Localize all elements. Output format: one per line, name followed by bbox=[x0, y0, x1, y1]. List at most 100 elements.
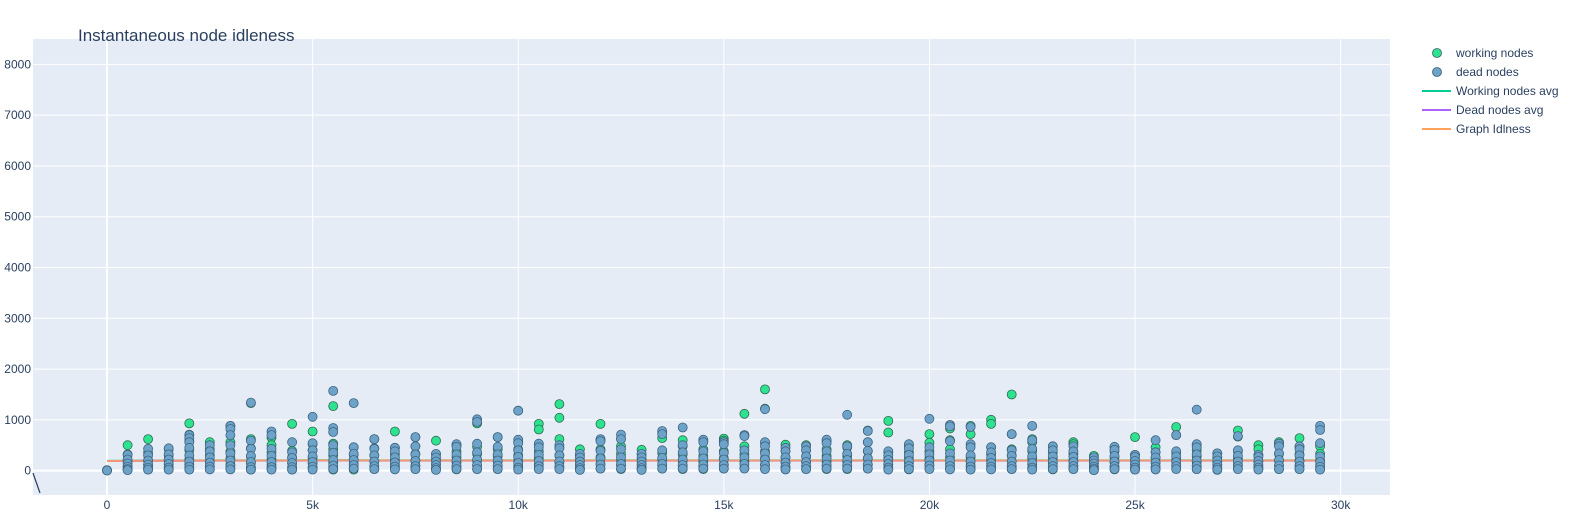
legend[interactable]: working nodes dead nodes Working nodes avg… bbox=[1422, 46, 1559, 136]
dead-node-point bbox=[1027, 435, 1038, 446]
x-axis-ticks: 0 5k 10k 15k 20k 25k 30k bbox=[104, 498, 1352, 512]
legend-item-working-nodes[interactable]: working nodes bbox=[1432, 46, 1534, 60]
dead-node-point bbox=[1109, 464, 1120, 475]
x-tick-label: 25k bbox=[1125, 498, 1145, 512]
dead-node-point bbox=[410, 464, 421, 475]
y-tick-label: 4000 bbox=[4, 261, 31, 275]
y-tick-label: 5000 bbox=[4, 210, 31, 224]
dead-node-point bbox=[883, 464, 894, 475]
dead-node-point bbox=[739, 431, 750, 442]
dead-node-point bbox=[924, 464, 935, 475]
working-node-point bbox=[328, 401, 339, 412]
y-tick-label: 7000 bbox=[4, 108, 31, 122]
dead-node-point bbox=[1191, 404, 1202, 415]
dead-node-point bbox=[410, 441, 421, 452]
legend-item-dead-nodes[interactable]: dead nodes bbox=[1432, 65, 1519, 79]
chart-title: Instantaneous node idleness bbox=[78, 26, 294, 45]
dead-node-point bbox=[287, 437, 298, 448]
dead-node-point bbox=[965, 442, 976, 453]
dead-node-point bbox=[595, 436, 606, 447]
x-tick-label: 0 bbox=[104, 498, 111, 512]
dead-node-point bbox=[945, 464, 955, 475]
x-tick-label: 20k bbox=[920, 498, 940, 512]
y-axis-ticks: 0 1000 2000 3000 4000 5000 6000 7000 8000 bbox=[4, 57, 31, 477]
dead-node-point bbox=[1068, 464, 1079, 475]
dead-node-point bbox=[1171, 430, 1182, 441]
dead-node-point bbox=[102, 465, 112, 476]
dead-node-point bbox=[1233, 431, 1243, 442]
dead-node-point bbox=[533, 464, 544, 475]
dead-node-point bbox=[862, 426, 873, 436]
working-node-point bbox=[1171, 422, 1182, 432]
dead-node-point bbox=[492, 432, 503, 443]
dead-node-point bbox=[1089, 465, 1099, 476]
dead-node-point bbox=[842, 409, 853, 420]
grid-lines bbox=[33, 39, 1390, 495]
dead-node-point bbox=[287, 464, 298, 475]
dead-node-point bbox=[348, 398, 359, 409]
dead-node-point bbox=[986, 464, 996, 475]
dead-node-point bbox=[616, 434, 626, 445]
dead-node-point bbox=[636, 464, 647, 475]
y-tick-label: 3000 bbox=[4, 311, 31, 325]
dead-node-point bbox=[575, 464, 585, 475]
working-node-point bbox=[739, 408, 750, 419]
legend-item-dead-nodes-avg[interactable]: Dead nodes avg bbox=[1422, 103, 1543, 117]
working-node-point bbox=[554, 399, 565, 410]
dead-node-point bbox=[801, 464, 811, 475]
dead-node-point bbox=[492, 464, 503, 475]
dead-node-point bbox=[307, 464, 318, 475]
legend-marker bbox=[1432, 67, 1442, 77]
dead-node-point bbox=[1253, 464, 1264, 475]
dead-node-point bbox=[677, 422, 688, 433]
x-tick-label: 30k bbox=[1331, 498, 1351, 512]
dead-node-point bbox=[184, 464, 195, 475]
dead-node-point bbox=[431, 464, 441, 475]
y-tick-label: 2000 bbox=[4, 362, 31, 376]
dead-node-point bbox=[677, 463, 688, 474]
dead-node-point bbox=[369, 464, 380, 475]
y-tick-label: 0 bbox=[24, 464, 31, 478]
dead-node-point bbox=[1274, 464, 1284, 475]
dead-node-point bbox=[1294, 464, 1305, 475]
legend-item-graph-idlness[interactable]: Graph Idlness bbox=[1422, 122, 1531, 136]
legend-label: Dead nodes avg bbox=[1456, 103, 1543, 117]
dead-node-point bbox=[862, 437, 873, 448]
dead-node-point bbox=[718, 439, 729, 450]
legend-item-working-nodes-avg[interactable]: Working nodes avg bbox=[1422, 84, 1559, 98]
dead-node-point bbox=[1191, 464, 1202, 475]
dead-node-point bbox=[245, 397, 256, 408]
working-node-point bbox=[184, 418, 195, 429]
dead-node-point bbox=[451, 464, 462, 475]
working-node-point bbox=[287, 418, 298, 429]
dead-node-point bbox=[328, 427, 339, 437]
working-node-point bbox=[883, 415, 894, 426]
dead-node-point bbox=[657, 463, 668, 474]
y-tick-label: 1000 bbox=[4, 413, 31, 427]
dead-node-point bbox=[698, 463, 709, 474]
x-tick-label: 5k bbox=[306, 498, 320, 512]
dead-node-point bbox=[657, 429, 668, 440]
dead-node-point bbox=[472, 464, 483, 475]
dead-node-point bbox=[739, 463, 750, 474]
legend-label: Graph Idlness bbox=[1456, 122, 1531, 136]
dead-node-point bbox=[1130, 464, 1140, 475]
dead-node-point bbox=[945, 436, 955, 447]
legend-label: dead nodes bbox=[1456, 65, 1519, 79]
dead-node-point bbox=[122, 465, 133, 476]
dead-node-point bbox=[369, 434, 380, 445]
working-node-point bbox=[760, 384, 770, 395]
working-node-point bbox=[554, 412, 565, 423]
legend-label: working nodes bbox=[1455, 46, 1533, 60]
dead-node-point bbox=[718, 463, 729, 474]
dead-node-point bbox=[945, 421, 955, 432]
working-node-point bbox=[122, 440, 133, 451]
dead-node-point bbox=[245, 464, 256, 475]
dead-node-point bbox=[348, 463, 359, 474]
working-node-point bbox=[1006, 389, 1017, 400]
dead-node-point bbox=[472, 438, 483, 449]
working-node-point bbox=[1130, 432, 1140, 443]
dead-node-point bbox=[842, 463, 853, 474]
dead-node-point bbox=[1315, 425, 1325, 435]
